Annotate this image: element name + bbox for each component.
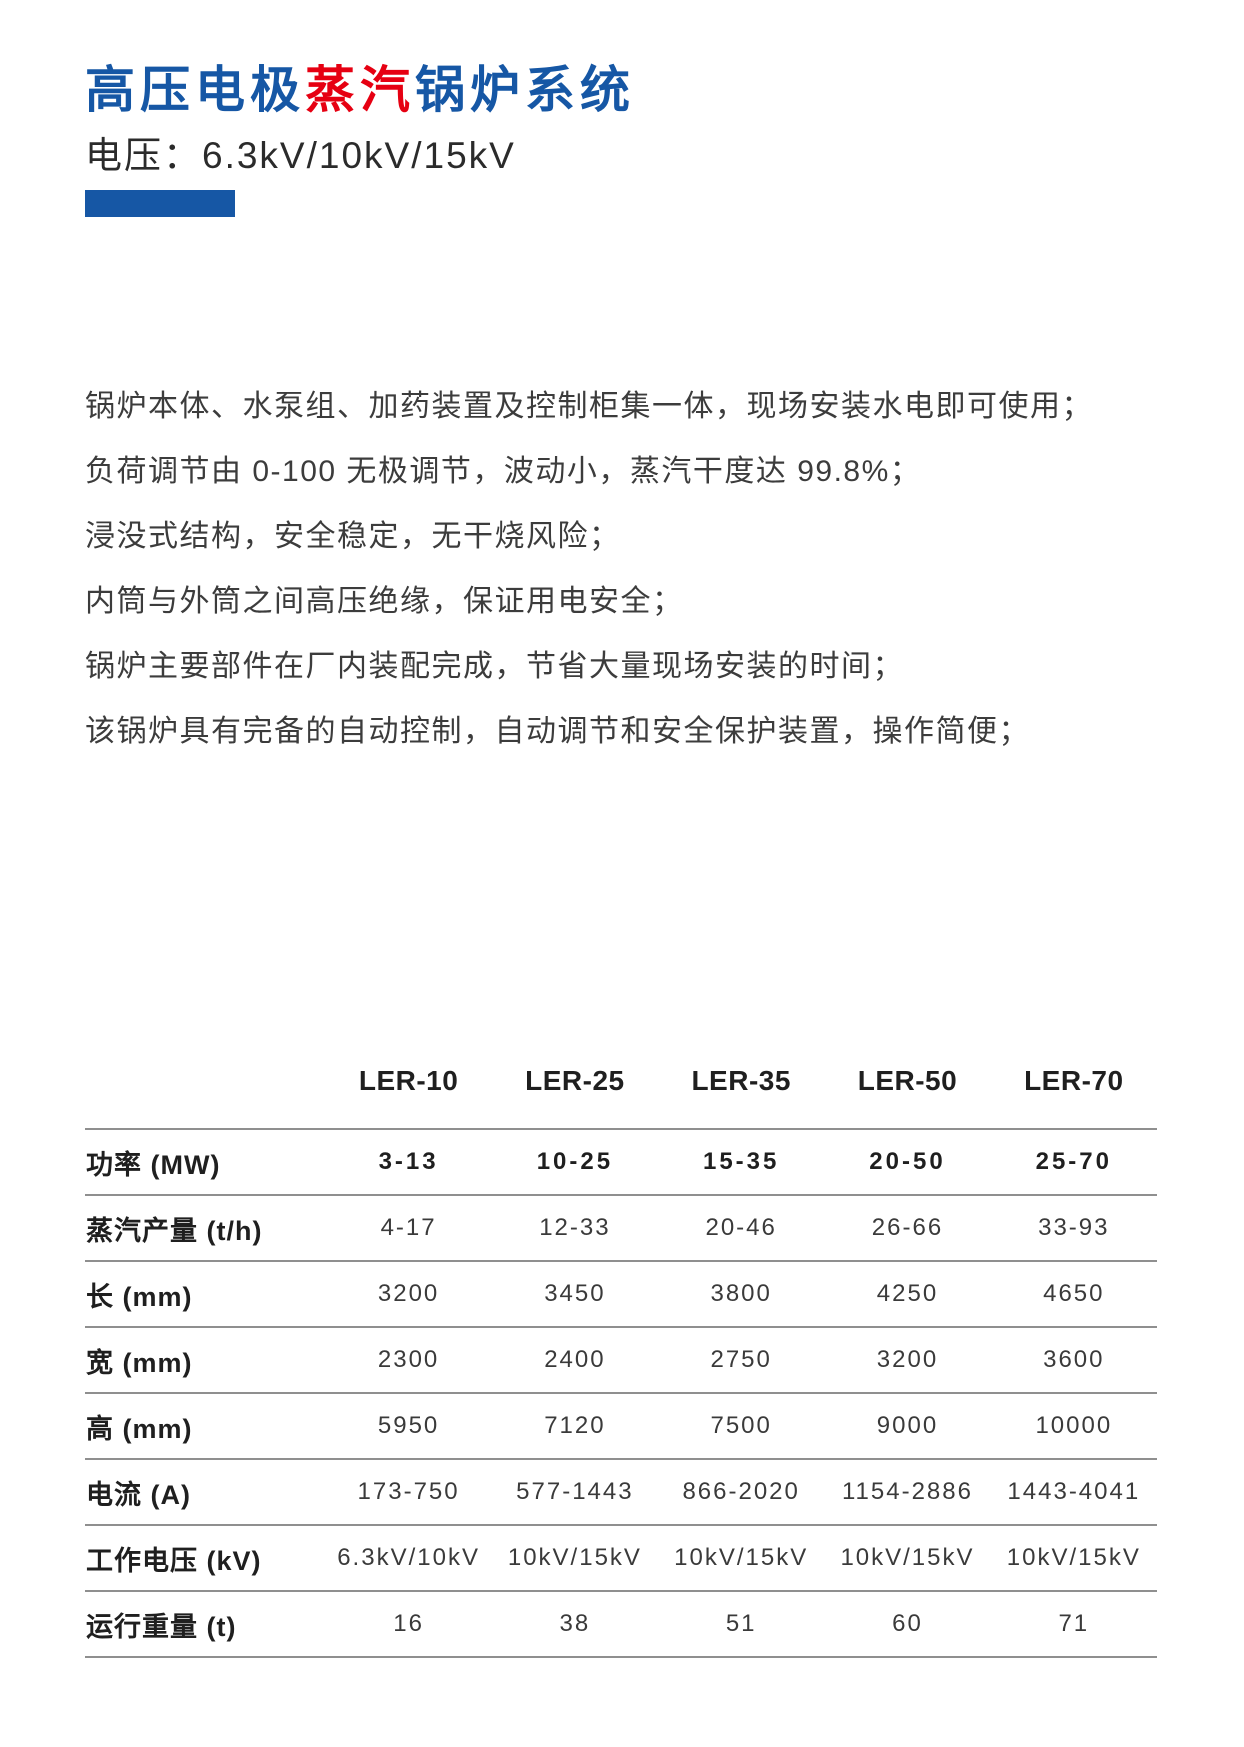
cell: 3200 [876,1346,939,1373]
cell: 5950 [377,1412,440,1439]
table-row-width: 宽 (mm) 2300 2400 2750 3200 3600 [85,1327,1157,1393]
cell: 16 [393,1610,424,1637]
feature-item: 浸没式结构，安全稳定，无干烧风险； [85,520,621,553]
cell: 577-1443 [516,1478,634,1505]
cell: 20-46 [705,1214,777,1241]
cell: 26-66 [871,1214,944,1241]
row-label: 功率 (MW) [86,1149,221,1180]
cell: 25-70 [1035,1148,1112,1175]
cell: 15-35 [702,1148,780,1175]
page-title: 高压电极蒸汽锅炉系统 [85,62,1159,118]
cell: 2300 [377,1346,440,1373]
column-header-ler25: LER-25 [525,1065,625,1096]
table-row-operating-weight: 运行重量 (t) 16 38 51 60 71 [85,1591,1157,1657]
cell: 10kV/15kV [674,1544,809,1571]
feature-item: 负荷调节由 0-100 无极调节，波动小，蒸汽干度达 99.8%； [85,455,922,488]
cell: 1154-2886 [841,1478,973,1505]
header-empty-cell [85,1050,325,1129]
cell: 51 [725,1610,757,1637]
table-row-length: 长 (mm) 3200 3450 3800 4250 4650 [85,1261,1157,1327]
table-row-working-voltage: 工作电压 (kV) 6.3kV/10kV 10kV/15kV 10kV/15kV… [85,1525,1157,1591]
cell: 173-750 [357,1478,460,1505]
column-header-ler35: LER-35 [691,1065,791,1096]
row-label: 电流 (A) [86,1479,191,1510]
row-label: 工作电压 (kV) [86,1545,262,1576]
spec-table: LER-10 LER-25 LER-35 LER-50 LER-70 功率 (M… [85,1050,1157,1658]
row-label: 宽 (mm) [86,1347,193,1378]
row-label: 运行重量 (t) [86,1611,237,1642]
row-label: 蒸汽产量 (t/h) [86,1215,263,1246]
cell: 1443-4041 [1007,1478,1141,1505]
table-row-height: 高 (mm) 5950 7120 7500 9000 10000 [85,1393,1157,1459]
title-segment-1: 高压电极 [85,62,305,118]
cell: 20-50 [869,1148,946,1175]
cell: 2400 [544,1346,606,1373]
title-segment-3: 锅炉系统 [415,62,635,118]
cell: 10kV/15kV [507,1544,642,1571]
cell: 10-25 [536,1148,614,1175]
row-label: 高 (mm) [86,1413,193,1444]
table-row-power: 功率 (MW) 3-13 10-25 15-35 20-50 25-70 [85,1129,1157,1195]
table-row-steam-output: 蒸汽产量 (t/h) 4-17 12-33 20-46 26-66 33-93 [85,1195,1157,1261]
cell: 6.3kV/10kV [337,1544,480,1571]
feature-list: 锅炉本体、水泵组、加药装置及控制柜集一体，现场安装水电即可使用； 负荷调节由 0… [85,389,1159,750]
cell: 38 [559,1610,591,1637]
spec-table-section: LER-10 LER-25 LER-35 LER-50 LER-70 功率 (M… [85,1050,1159,1658]
feature-item: 锅炉本体、水泵组、加药装置及控制柜集一体，现场安装水电即可使用； [85,390,1093,423]
column-header-ler50: LER-50 [857,1065,958,1096]
column-header-ler70: LER-70 [1024,1065,1124,1096]
feature-item: 锅炉主要部件在厂内装配完成，节省大量现场安装的时间； [85,650,904,683]
feature-item: 内筒与外筒之间高压绝缘，保证用电安全； [85,585,684,618]
feature-item: 该锅炉具有完备的自动控制，自动调节和安全保护装置，操作简便； [85,715,1030,748]
cell: 3800 [710,1280,772,1307]
cell: 3200 [377,1280,440,1307]
cell: 7120 [544,1412,606,1439]
cell: 866-2020 [682,1478,800,1505]
cell: 7500 [710,1412,772,1439]
cell: 4-17 [380,1214,437,1241]
cell: 33-93 [1038,1214,1110,1241]
column-header-ler10: LER-10 [358,1065,459,1096]
cell: 3450 [544,1280,606,1307]
cell: 3-13 [378,1148,439,1175]
cell: 2750 [710,1346,772,1373]
voltage-subtitle: 电压：6.3kV/10kV/15kV [85,135,516,176]
accent-bar [85,190,235,217]
cell: 9000 [876,1412,939,1439]
cell: 3600 [1043,1346,1105,1373]
title-segment-2: 蒸汽 [305,62,415,118]
cell: 4650 [1043,1280,1105,1307]
cell: 71 [1058,1610,1090,1637]
cell: 10kV/15kV [840,1544,975,1571]
table-row-current: 电流 (A) 173-750 577-1443 866-2020 1154-28… [85,1459,1157,1525]
cell: 4250 [876,1280,939,1307]
cell: 10000 [1035,1412,1113,1439]
cell: 10kV/15kV [1006,1544,1141,1571]
row-label: 长 (mm) [86,1281,193,1312]
table-header-row: LER-10 LER-25 LER-35 LER-50 LER-70 [85,1050,1157,1129]
cell: 60 [892,1610,923,1637]
cell: 12-33 [539,1214,611,1241]
